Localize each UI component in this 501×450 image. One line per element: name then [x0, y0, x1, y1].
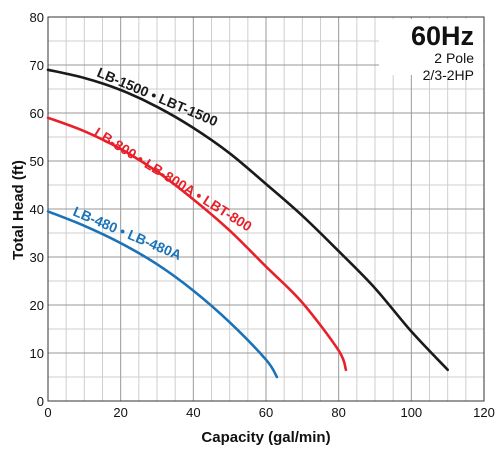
y-tick-label: 70 — [30, 58, 44, 73]
label-lb-1500: LB-1500 • LBT-1500 — [95, 64, 221, 129]
frequency-title: 60Hz — [411, 21, 474, 51]
y-tick-label: 0 — [37, 394, 44, 409]
x-tick-label: 40 — [186, 405, 200, 420]
x-tick-label: 20 — [113, 405, 127, 420]
x-tick-label: 100 — [400, 405, 422, 420]
x-tick-label: 0 — [44, 405, 51, 420]
x-tick-label: 60 — [259, 405, 273, 420]
y-tick-label: 60 — [30, 106, 44, 121]
rating-box-background — [379, 19, 483, 75]
x-axis-label: Capacity (gal/min) — [201, 429, 330, 446]
y-tick-label: 50 — [30, 154, 44, 169]
pole-count: 2 Pole — [434, 50, 474, 66]
rating-box: 60Hz 2 Pole 2/3-2HP — [379, 19, 483, 83]
y-tick-label: 20 — [30, 298, 44, 313]
plot-frame — [47, 16, 485, 402]
y-tick-label: 40 — [30, 202, 44, 217]
y-tick-label: 30 — [30, 250, 44, 265]
x-tick-label: 120 — [473, 405, 495, 420]
curve-2 — [46, 210, 279, 379]
horsepower-range: 2/3-2HP — [423, 67, 474, 83]
x-tick-label: 80 — [331, 405, 345, 420]
y-axis-label: Total Head (ft) — [10, 160, 27, 260]
y-tick-labels: 0 10 20 30 40 50 60 70 80 — [30, 10, 44, 409]
curve-1 — [46, 116, 348, 372]
y-tick-label: 10 — [30, 346, 44, 361]
y-tick-label: 80 — [30, 10, 44, 25]
x-tick-labels: 0 20 40 60 80 100 120 — [44, 405, 494, 420]
performance-curves — [46, 68, 449, 379]
curve-0 — [46, 68, 449, 372]
label-lb-800: LB-800 • LB-800A • LBT-800 — [91, 124, 255, 235]
